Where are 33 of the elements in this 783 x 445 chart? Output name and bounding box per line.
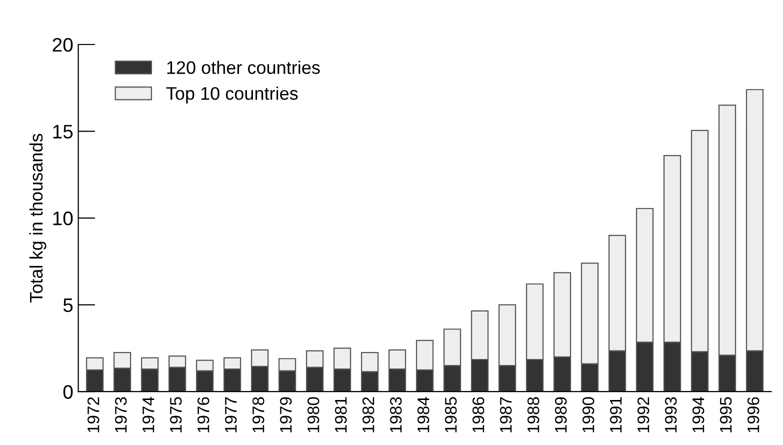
x-tick-label: 1984 [417, 396, 430, 432]
x-tick-label: 1993 [664, 397, 677, 432]
x-tick-label: 1991 [610, 397, 622, 432]
x-tick-label: 1994 [692, 396, 704, 432]
y-tick-label: 0 [63, 385, 73, 399]
x-tick-label: 1978 [252, 397, 264, 432]
x-tick-label: 1983 [390, 397, 402, 432]
x-tick-label: 1985 [444, 397, 457, 432]
x-tick-label: 1990 [582, 397, 594, 432]
x-tick-label: 1979 [280, 397, 292, 432]
y-axis-title: Total kg in thousands [29, 134, 46, 302]
y-tick-label: 10 [53, 212, 73, 226]
legend-label: 120 other countries [167, 60, 320, 74]
x-tick-label: 1986 [472, 397, 484, 432]
x-tick-label: 1977 [224, 397, 237, 432]
y-tick-label: 15 [53, 124, 73, 139]
legend-label: Top 10 countries [166, 86, 298, 104]
x-tick-label: 1982 [362, 397, 374, 432]
x-tick-label: 1976 [197, 397, 210, 432]
x-tick-label: 1988 [527, 397, 540, 432]
x-tick-label: 1973 [114, 397, 127, 432]
x-tick-label: 1975 [170, 397, 182, 432]
x-tick-label: 1981 [334, 397, 347, 432]
x-tick-label: 1992 [637, 397, 650, 432]
x-tick-label: 1995 [720, 397, 732, 432]
x-tick-label: 1972 [87, 397, 100, 432]
x-tick-label: 1974 [142, 396, 154, 432]
x-tick-label: 1987 [500, 397, 512, 432]
y-tick-label: 20 [52, 38, 73, 52]
x-tick-label: 1980 [307, 397, 320, 432]
x-tick-label: 1996 [747, 397, 760, 432]
x-tick-label: 1989 [554, 397, 567, 432]
y-tick-label: 5 [63, 298, 73, 312]
